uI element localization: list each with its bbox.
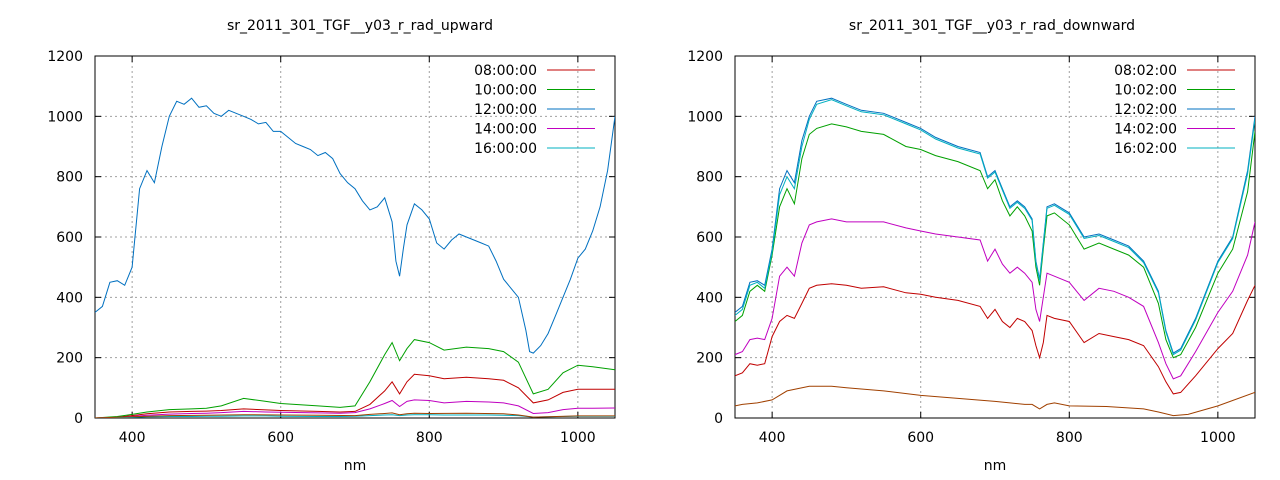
legend-label: 08:00:00 <box>474 63 537 79</box>
series-line-160200 <box>735 99 1255 356</box>
y-tick-label: 200 <box>56 351 83 367</box>
y-tick-label: 200 <box>696 351 723 367</box>
y-tick-label: 1000 <box>687 109 723 125</box>
series-group <box>95 97 615 418</box>
legend-label: 14:00:00 <box>474 122 537 138</box>
x-tick-label: 800 <box>416 430 443 446</box>
x-tick-label: 400 <box>759 430 786 446</box>
y-tick-label: 600 <box>696 230 723 246</box>
y-tick-label: 1000 <box>47 109 83 125</box>
series-line-080000 <box>95 373 615 418</box>
legend-label: 10:02:00 <box>1114 83 1177 99</box>
x-tick-label: 600 <box>907 430 934 446</box>
series-line-140200 <box>735 218 1255 380</box>
y-tick-label: 1200 <box>47 49 83 65</box>
x-axis-label: nm <box>984 458 1007 474</box>
y-tick-label: 1200 <box>687 49 723 65</box>
legend: 08:00:00 10:00:00 12:00:00 14:00:00 16:00:00 <box>474 63 595 157</box>
series-line-120000 <box>95 97 615 354</box>
y-tick-label: 800 <box>696 170 723 186</box>
x-axis-label: nm <box>344 458 367 474</box>
legend-label: 16:00:00 <box>474 141 537 157</box>
x-tick-label: 1000 <box>560 430 596 446</box>
legend-label: 12:00:00 <box>474 102 537 118</box>
legend-label: 14:02:00 <box>1114 122 1177 138</box>
series-line-unlabeled <box>735 385 1255 417</box>
legend: 08:02:00 10:02:00 12:02:00 14:02:00 16:02:00 <box>1114 63 1235 157</box>
legend-label: 16:02:00 <box>1114 141 1177 157</box>
chart-1: sr_2011_301_TGF__y03_r_rad_upward 400 600 8… <box>47 18 616 474</box>
legend-label: 12:02:00 <box>1114 102 1177 118</box>
x-tick-label: 400 <box>119 430 146 446</box>
y-tick-label: 0 <box>714 411 723 427</box>
y-tick-label: 400 <box>696 290 723 306</box>
y-tick-label: 600 <box>56 230 83 246</box>
x-tick-label: 600 <box>267 430 294 446</box>
series-line-100000 <box>95 339 615 418</box>
legend-label: 10:00:00 <box>474 83 537 99</box>
y-tick-label: 0 <box>74 411 83 427</box>
legend-label: 08:02:00 <box>1114 63 1177 79</box>
chart-title: sr_2011_301_TGF__y03_r_rad_downward <box>849 18 1135 34</box>
x-tick-label: 1000 <box>1200 430 1236 446</box>
series-line-120200 <box>735 97 1255 354</box>
y-tick-label: 400 <box>56 290 83 306</box>
series-line-080200 <box>735 283 1255 395</box>
series-line-140000 <box>95 399 615 418</box>
x-tick-label: 800 <box>1056 430 1083 446</box>
y-tick-label: 800 <box>56 170 83 186</box>
chart-2: sr_2011_301_TGF__y03_r_rad_downward 400 60… <box>687 18 1256 474</box>
series-line-unlabeled <box>95 412 615 418</box>
series-group <box>735 97 1255 417</box>
chart-title: sr_2011_301_TGF__y03_r_rad_upward <box>227 18 493 34</box>
series-line-100200 <box>735 123 1255 359</box>
